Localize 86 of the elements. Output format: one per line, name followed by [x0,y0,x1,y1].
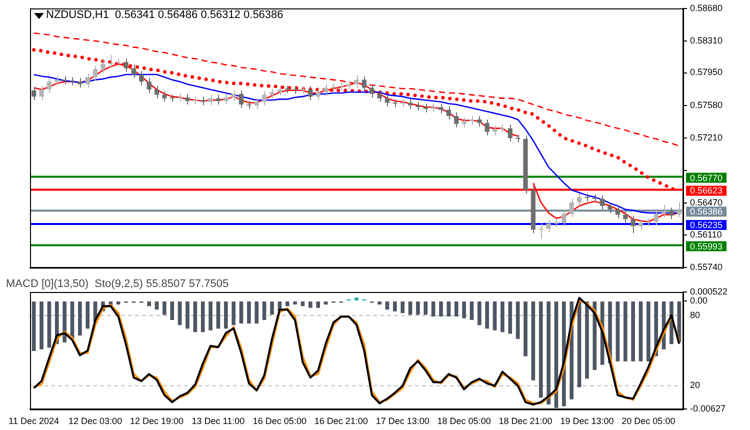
candlestick [323,84,328,96]
candlestick [377,90,382,102]
candlestick [569,198,574,218]
candlestick [185,93,190,105]
x-tick-label: 18 Dec 05:00 [437,416,491,426]
candlestick [615,205,620,219]
candlestick [576,193,582,206]
candlestick [216,94,221,105]
candlestick [254,98,259,110]
candlestick [484,118,490,136]
candlestick [208,94,213,106]
ref-line-label: 0.56235 [690,220,723,230]
y-tick-label: 0.57210 [690,132,723,142]
y-tick-label: -0.00627 [690,404,726,414]
y-tick-label: 0.56470 [690,198,723,208]
x-tick-label: 19 Dec 13:00 [560,416,614,426]
candlestick [638,218,644,230]
candlestick [231,90,236,102]
candlestick [438,103,444,114]
candlestick [669,207,674,220]
x-tick-label: 12 Dec 03:00 [68,416,122,426]
candlestick [316,88,320,101]
candlestick [85,73,90,88]
x-tick-label: 16 Dec 05:00 [252,416,306,426]
candlestick [224,93,228,105]
ref-line-label: 0.56623 [690,186,723,196]
x-tick-label: 11 Dec 2024 [8,416,60,426]
candlestick [546,219,551,233]
y-tick-label: 0.58680 [690,2,723,13]
candlestick [630,215,636,234]
y2-tick-label: 20 [690,380,700,390]
candlestick [124,58,128,72]
candlestick [608,202,612,214]
candlestick [100,60,106,74]
y-tick-label: 0.56110 [690,229,722,240]
x-tick-label: 12 Dec 19:00 [130,416,184,426]
ref-line-label: 0.56386 [690,206,723,217]
candlestick [661,204,666,218]
candlestick [676,201,682,218]
y-tick-label: 0.57950 [690,67,723,78]
candlestick [39,85,44,101]
candlestick [270,88,274,99]
candlestick [131,64,136,79]
candlestick [600,194,605,210]
candlestick [78,78,82,88]
candlestick [32,86,36,101]
candlestick [92,65,98,82]
candlestick [623,210,628,224]
x-tick-label: 18 Dec 21:00 [498,416,552,426]
candlestick [308,85,313,101]
candlestick [139,70,144,86]
y-tick-label: 0.55740 [690,262,723,272]
x-tick-label: 17 Dec 13:00 [376,416,430,426]
chart-title: NZDUSD,H1 0.56341 0.56486 0.56312 0.56386 [46,9,284,21]
candlestick [362,76,366,92]
candlestick [108,54,113,68]
candlestick [508,124,512,142]
candlestick [538,223,544,240]
x-tick-label: 13 Dec 11:00 [192,416,245,426]
x-tick-label: 16 Dec 21:00 [314,416,368,426]
ref-line-label: 0.55993 [690,241,723,252]
candlestick [446,106,451,120]
candlestick [162,90,167,102]
candlestick [354,74,359,88]
chart-title: MACD [0](13,50) Sto(9,2,5) 55.8507 57.7505 [6,278,229,290]
candlestick [408,98,413,110]
candlestick [477,115,482,128]
candlestick [238,90,244,109]
candlestick [562,210,566,227]
y2-tick-label: 80 [690,310,700,320]
candlestick [462,117,466,128]
y-tick-label: 0.58310 [690,36,723,46]
candlestick [277,85,282,96]
y-tick-label: 0.57580 [690,100,723,110]
candlestick [370,84,374,98]
candlestick [146,78,152,94]
candlestick [154,85,160,99]
candlestick [454,112,459,128]
candlestick [46,78,52,94]
candlestick [492,125,498,136]
candlestick [654,210,658,226]
ref-line-label: 0.56770 [690,172,723,183]
y-tick-label: 0.00 [690,295,708,306]
x-tick-label: 20 Dec 05:00 [622,416,676,426]
y-tick-label: 0.000522 [690,286,728,296]
candlestick [262,90,267,106]
